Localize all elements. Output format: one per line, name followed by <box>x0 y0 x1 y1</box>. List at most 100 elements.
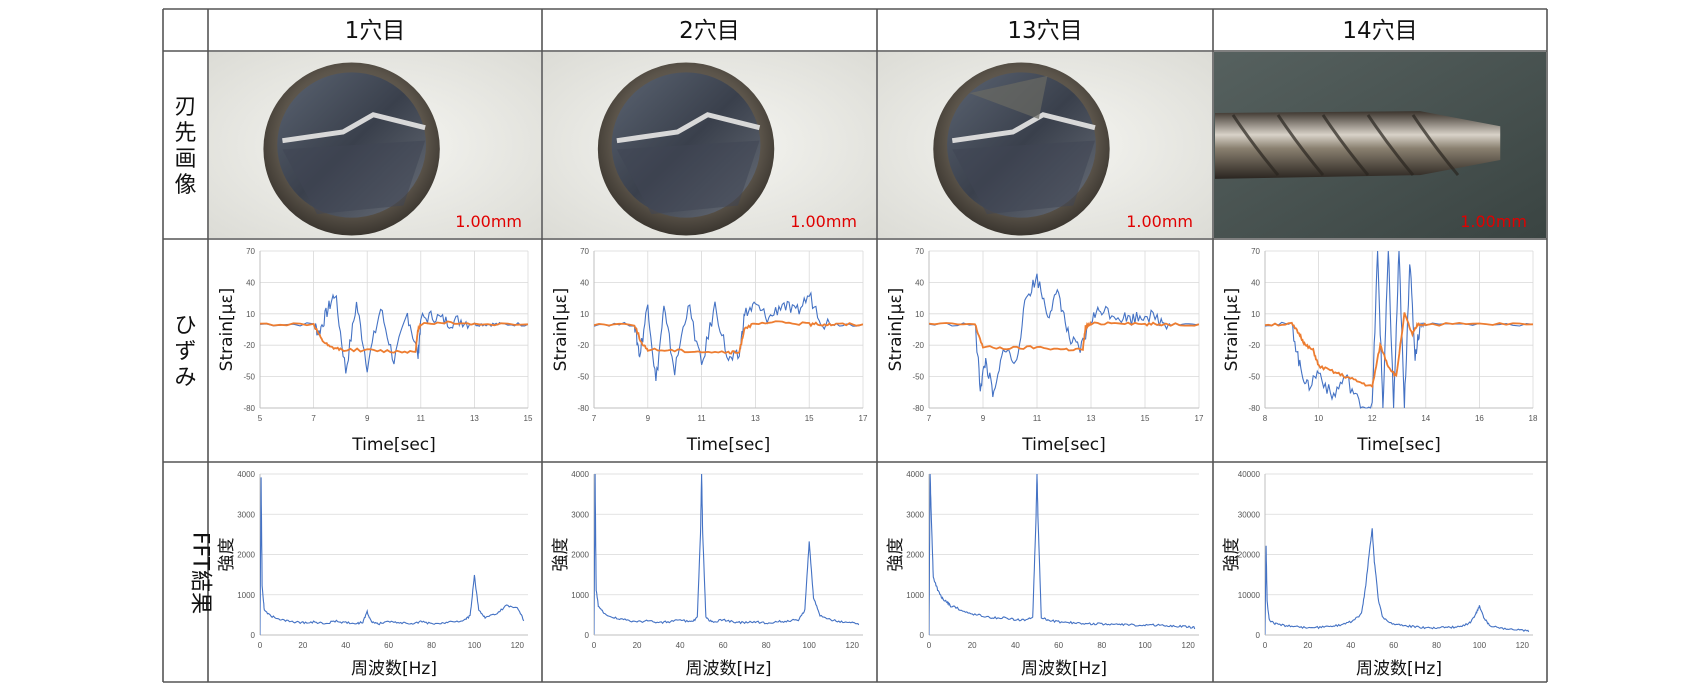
series-line <box>929 473 1196 635</box>
y-tick-label: 0 <box>1256 631 1261 640</box>
y-tick-label: -50 <box>912 373 924 382</box>
series-line <box>260 320 528 354</box>
y-tick-label: 1000 <box>906 591 924 600</box>
y-tick-label: 40 <box>580 278 589 287</box>
chart-strain: 70 40 10 -20 -50 -805 7 9 11 13 15 Time[sec] Strain[… <box>217 247 533 455</box>
y-tick-label: 70 <box>1251 247 1260 256</box>
chart-strain: 70 40 10 -20 -50 -807 9 11 13 15 17 Time[sec] Strain… <box>551 247 868 455</box>
scale-label: 1.00mm <box>455 212 522 231</box>
x-tick-label: 40 <box>341 641 350 650</box>
y-axis-label: Strain[με] <box>1222 288 1242 372</box>
y-tick-label: 1000 <box>571 591 589 600</box>
series-line <box>260 477 525 635</box>
y-tick-label: 40 <box>246 278 255 287</box>
y-tick-label: -80 <box>912 404 924 413</box>
y-tick-label: -50 <box>577 373 589 382</box>
x-tick-label: 60 <box>1389 641 1398 650</box>
x-axis-label: 周波数[Hz] <box>1021 659 1107 679</box>
y-tick-label: -20 <box>577 341 589 350</box>
x-axis-label: 周波数[Hz] <box>1356 659 1442 679</box>
x-tick-label: 7 <box>927 414 932 423</box>
x-tick-label: 7 <box>592 414 597 423</box>
y-tick-label: -20 <box>243 341 255 350</box>
column-header: 2穴目 <box>679 18 740 44</box>
series-line <box>260 293 528 374</box>
x-tick-label: 80 <box>762 641 771 650</box>
y-axis-label: Strain[με] <box>886 288 906 372</box>
x-tick-label: 14 <box>1421 414 1430 423</box>
x-tick-label: 5 <box>258 414 263 423</box>
x-tick-label: 9 <box>646 414 651 423</box>
series-line <box>1265 312 1533 389</box>
x-tick-label: 20 <box>633 641 642 650</box>
x-tick-label: 9 <box>365 414 370 423</box>
y-axis-label: 強度 <box>217 538 237 572</box>
x-tick-label: 15 <box>524 414 533 423</box>
y-tick-label: 10000 <box>1238 591 1261 600</box>
x-tick-label: 0 <box>592 641 597 650</box>
column-header: 14穴目 <box>1342 18 1417 44</box>
y-tick-label: 0 <box>585 631 590 640</box>
y-tick-label: 0 <box>251 631 256 640</box>
y-tick-label: 4000 <box>571 470 589 479</box>
y-tick-label: 20000 <box>1238 551 1261 560</box>
x-tick-label: 60 <box>719 641 728 650</box>
y-axis-label: Strain[με] <box>217 288 237 372</box>
x-tick-label: 7 <box>311 414 316 423</box>
x-axis-label: Time[sec] <box>686 435 771 455</box>
scale-label: 1.00mm <box>1126 212 1193 231</box>
y-tick-label: 70 <box>915 247 924 256</box>
chart-fft: 0 1000 2000 3000 4000 0 20 40 60 80 100 120 周波数[Hz] 強… <box>886 470 1199 679</box>
y-axis-label: 強度 <box>886 538 906 572</box>
row-header: ひずみ <box>174 314 196 391</box>
series-line <box>929 320 1199 352</box>
y-tick-label: 70 <box>246 247 255 256</box>
x-tick-label: 13 <box>470 414 479 423</box>
y-tick-label: 3000 <box>571 510 589 519</box>
x-tick-label: 13 <box>1087 414 1096 423</box>
x-tick-label: 20 <box>298 641 307 650</box>
y-tick-label: -20 <box>912 341 924 350</box>
y-tick-label: 30000 <box>1238 510 1261 519</box>
x-tick-label: 100 <box>1473 641 1487 650</box>
x-axis-label: Time[sec] <box>351 435 436 455</box>
y-tick-label: 4000 <box>237 470 255 479</box>
x-tick-label: 100 <box>468 641 482 650</box>
y-tick-label: 3000 <box>906 510 924 519</box>
row-header: 刃先画像 <box>174 95 196 198</box>
y-tick-label: 10 <box>915 310 924 319</box>
x-tick-label: 18 <box>1529 414 1538 423</box>
x-tick-label: 40 <box>1011 641 1020 650</box>
chart-fft: 0 10000 20000 30000 40000 0 20 40 60 80 100 120 周波数[… <box>1222 470 1533 679</box>
y-tick-label: -80 <box>1248 404 1260 413</box>
x-tick-label: 15 <box>805 414 814 423</box>
x-tick-label: 120 <box>511 641 525 650</box>
column-header: 13穴目 <box>1007 18 1082 44</box>
series-line <box>594 291 863 381</box>
x-axis-label: 周波数[Hz] <box>686 659 772 679</box>
y-tick-label: 40 <box>915 278 924 287</box>
x-tick-label: 40 <box>1346 641 1355 650</box>
y-tick-label: 1000 <box>237 591 255 600</box>
x-tick-label: 9 <box>981 414 986 423</box>
x-tick-label: 16 <box>1475 414 1484 423</box>
x-tick-label: 17 <box>1195 414 1204 423</box>
x-tick-label: 120 <box>1182 641 1196 650</box>
y-tick-label: 10 <box>580 310 589 319</box>
x-tick-label: 120 <box>1516 641 1530 650</box>
x-tick-label: 80 <box>427 641 436 650</box>
tool-tip-image: 1.00mm <box>209 52 541 238</box>
x-axis-label: Time[sec] <box>1021 435 1106 455</box>
x-tick-label: 17 <box>859 414 868 423</box>
x-tick-label: 0 <box>1263 641 1268 650</box>
tool-tip-image: 1.00mm <box>543 52 876 238</box>
x-axis-label: 周波数[Hz] <box>351 659 437 679</box>
x-tick-label: 10 <box>1314 414 1323 423</box>
y-tick-label: 3000 <box>237 510 255 519</box>
x-tick-label: 8 <box>1263 414 1268 423</box>
scale-label: 1.00mm <box>1460 212 1527 231</box>
scale-label: 1.00mm <box>790 212 857 231</box>
y-tick-label: 40 <box>1251 278 1260 287</box>
chart-strain: 70 40 10 -20 -50 -808 10 12 14 16 18 Time[sec] Strai… <box>1222 247 1538 455</box>
